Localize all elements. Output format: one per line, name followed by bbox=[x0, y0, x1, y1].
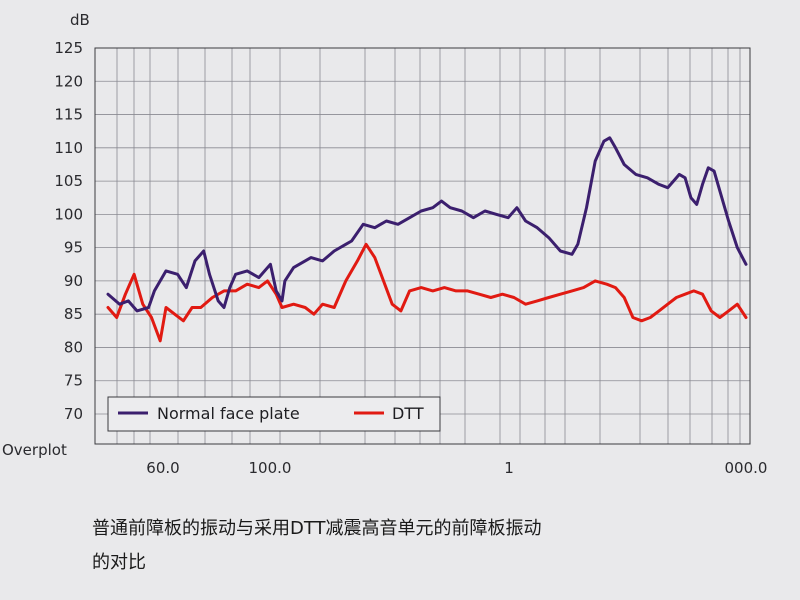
caption-line-2: 的对比 bbox=[92, 552, 146, 573]
y-tick-labels: 125 120 115 110 105 100 95 90 85 80 75 70 bbox=[54, 39, 83, 423]
caption-line-1: 普通前障板的振动与采用DTT减震高音单元的前障板振动 bbox=[92, 518, 542, 539]
x-tick-labels: 60.0 100.0 1 000.0 bbox=[146, 459, 767, 477]
y-tick-label: 105 bbox=[54, 172, 83, 190]
series-lines bbox=[106, 136, 748, 343]
y-tick-label: 70 bbox=[64, 405, 83, 423]
y-tick-label: 80 bbox=[64, 338, 83, 356]
y-tick-label: 115 bbox=[54, 106, 83, 124]
series-line-normal-face-plate bbox=[106, 136, 748, 313]
y-tick-label: 110 bbox=[54, 139, 83, 157]
y-tick-label: 90 bbox=[64, 272, 83, 290]
x-tick-label: 60.0 bbox=[146, 459, 179, 477]
legend-label-normal-face-plate: Normal face plate bbox=[157, 404, 300, 423]
legend-label-dtt: DTT bbox=[392, 404, 424, 423]
x-tick-label: 000.0 bbox=[725, 459, 768, 477]
plot-frame bbox=[94, 47, 751, 445]
y-unit-label: dB bbox=[70, 11, 90, 29]
y-tick-label: 95 bbox=[64, 239, 83, 257]
legend: Normal face plate DTT bbox=[107, 396, 441, 432]
y-tick-label: 100 bbox=[54, 205, 83, 223]
x-tick-label: 100.0 bbox=[249, 459, 292, 477]
legend-box bbox=[107, 396, 441, 432]
x-tick-label: 1 bbox=[504, 459, 514, 477]
grid bbox=[95, 47, 750, 444]
x-axis-left-label: Overplot bbox=[2, 441, 67, 459]
y-tick-label: 85 bbox=[64, 305, 83, 323]
y-tick-label: 75 bbox=[64, 372, 83, 390]
series-line-dtt bbox=[106, 242, 748, 343]
y-tick-label: 120 bbox=[54, 72, 83, 90]
caption: 普通前障板的振动与采用DTT减震高音单元的前障板振动 的对比 bbox=[92, 512, 772, 580]
y-tick-label: 125 bbox=[54, 39, 83, 57]
